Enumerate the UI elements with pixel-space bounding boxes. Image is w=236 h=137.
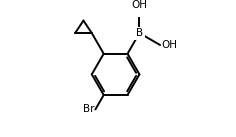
Text: OH: OH — [131, 0, 148, 10]
Text: Br: Br — [83, 104, 94, 114]
Text: B: B — [136, 28, 143, 38]
Text: OH: OH — [162, 40, 178, 50]
